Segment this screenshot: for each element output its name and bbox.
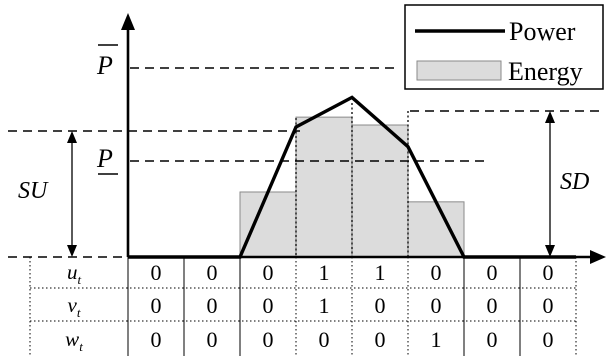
table-row-label: wt (65, 327, 83, 354)
table-cell: 0 (543, 260, 554, 285)
table-cell: 0 (487, 327, 498, 352)
pmax-label: P (96, 51, 113, 80)
su-label: SU (18, 178, 49, 204)
energy-bar (351, 124, 409, 258)
table-cells: ut 0 0 0 1 1 0 0 0 vt 0 0 0 1 0 0 0 0 wt 0 0 0 0 0 1 0 0 (65, 260, 553, 354)
table-cell: 0 (543, 327, 554, 352)
legend-energy-swatch (416, 60, 502, 81)
table-cell: 0 (151, 327, 162, 352)
table-cell: 0 (207, 260, 218, 285)
table-cell: 1 (319, 260, 330, 285)
energy-bar (295, 116, 353, 258)
pmin-label: P (96, 144, 113, 173)
y-axis-arrow (121, 13, 135, 30)
legend: Power Energy (404, 4, 604, 90)
table-cell: 0 (543, 293, 554, 318)
table-cell: 0 (263, 327, 274, 352)
table-cell: 0 (207, 293, 218, 318)
table-cell: 0 (375, 293, 386, 318)
table-cell: 0 (263, 293, 274, 318)
table-cell: 0 (319, 327, 330, 352)
legend-energy-label: Energy (508, 57, 583, 86)
state-table: ut 0 0 0 1 1 0 0 0 vt 0 0 0 1 0 0 0 0 wt 0 0 0 0 0 1 0 0 (29, 257, 577, 356)
energy-bars (239, 116, 465, 258)
table-cell: 0 (151, 293, 162, 318)
su-arrowhead-bottom (67, 245, 77, 257)
table-cell: 0 (487, 260, 498, 285)
su-arrowhead-top (67, 131, 77, 143)
energy-bar (239, 191, 297, 258)
energy-bar (407, 201, 465, 258)
table-cell: 1 (319, 293, 330, 318)
sd-arrowhead-top (545, 111, 555, 123)
table-cell: 0 (431, 293, 442, 318)
table-cell: 0 (375, 327, 386, 352)
table-row-label: vt (68, 293, 81, 320)
x-axis-arrow (590, 250, 606, 264)
table-cell: 0 (151, 260, 162, 285)
table-cell: 0 (207, 327, 218, 352)
sd-arrowhead-bottom (545, 245, 555, 257)
legend-power-label: Power (509, 17, 576, 46)
table-cell: 0 (431, 260, 442, 285)
table-cell: 1 (375, 260, 386, 285)
table-cell: 0 (487, 293, 498, 318)
table-row-label: ut (67, 260, 82, 287)
sd-label: SD (560, 169, 589, 195)
table-cell: 0 (263, 260, 274, 285)
table-cell: 1 (431, 327, 442, 352)
